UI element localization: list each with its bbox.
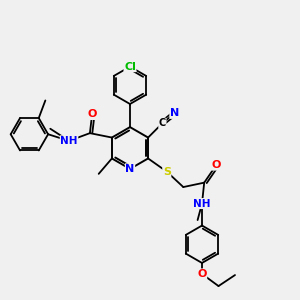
Text: O: O	[197, 269, 207, 279]
Text: C: C	[159, 118, 166, 128]
Text: O: O	[212, 160, 221, 170]
Text: NH: NH	[60, 136, 78, 146]
Text: Cl: Cl	[124, 61, 136, 72]
Text: S: S	[163, 167, 171, 177]
Text: N: N	[125, 164, 135, 174]
Text: N: N	[170, 108, 179, 118]
Text: NH: NH	[193, 199, 211, 208]
Text: O: O	[87, 110, 97, 119]
